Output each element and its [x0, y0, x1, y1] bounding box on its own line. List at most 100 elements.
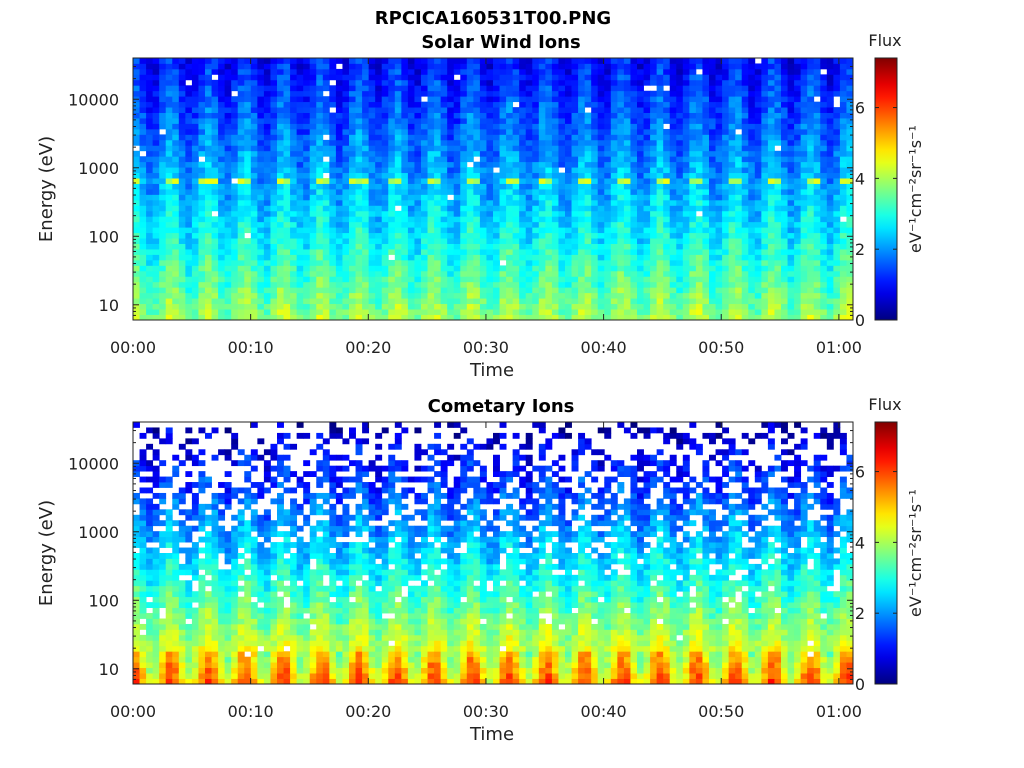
- heatmap-cell: [172, 216, 180, 223]
- heatmap-cell: [460, 172, 468, 179]
- heatmap-cell: [146, 118, 154, 124]
- heatmap-cell: [362, 118, 370, 124]
- heatmap-cell: [532, 221, 540, 228]
- heatmap-cell: [185, 265, 193, 272]
- heatmap-cell: [748, 216, 756, 223]
- heatmap-cell: [139, 178, 147, 184]
- heatmap-cell: [767, 74, 775, 81]
- heatmap-cell: [178, 123, 186, 130]
- heatmap-cell: [218, 227, 226, 234]
- heatmap-cell: [774, 118, 782, 124]
- heatmap-cell: [604, 259, 612, 266]
- heatmap-cell: [565, 68, 572, 75]
- heatmap-cell: [335, 150, 343, 157]
- heatmap-cell: [702, 281, 710, 288]
- heatmap-cell: [178, 134, 186, 141]
- heatmap-cell: [538, 128, 546, 135]
- heatmap-cell: [342, 189, 350, 195]
- heatmap-cell: [794, 298, 802, 305]
- heatmap-cell: [283, 189, 291, 195]
- heatmap-cell: [591, 145, 599, 152]
- heatmap-cell: [767, 123, 775, 130]
- heatmap-cell: [591, 292, 599, 299]
- heatmap-cell: [499, 150, 507, 157]
- heatmap-cell: [695, 287, 703, 294]
- heatmap-cell: [702, 74, 710, 81]
- heatmap-cell: [224, 101, 232, 108]
- heatmap-cell: [584, 79, 592, 86]
- heatmap-cell: [427, 216, 435, 223]
- heatmap-cell: [767, 210, 775, 217]
- heatmap-cell: [571, 238, 579, 244]
- heatmap-cell: [800, 309, 808, 315]
- heatmap-cell: [198, 298, 206, 305]
- heatmap-cell: [499, 265, 507, 272]
- heatmap-cell: [205, 58, 212, 64]
- heatmap-cell: [263, 128, 271, 135]
- heatmap-cell: [368, 210, 376, 217]
- heatmap-cell: [617, 216, 625, 223]
- heatmap-cell: [407, 281, 415, 288]
- heatmap-cell: [545, 216, 553, 223]
- heatmap-cell: [427, 303, 435, 310]
- heatmap-cell: [637, 265, 644, 272]
- heatmap-cell: [322, 249, 330, 255]
- heatmap-cell: [309, 145, 317, 152]
- heatmap-cell: [728, 227, 736, 234]
- heatmap-cell: [277, 298, 284, 305]
- heatmap-cell: [741, 221, 749, 228]
- heatmap-cell: [748, 96, 756, 103]
- heatmap-cell: [767, 205, 775, 212]
- heatmap-cell: [257, 150, 265, 157]
- heatmap-cell: [532, 68, 540, 75]
- heatmap-cell: [591, 216, 599, 223]
- heatmap-cell: [741, 276, 749, 283]
- heatmap-cell: [519, 167, 527, 174]
- heatmap-cell: [558, 249, 566, 255]
- heatmap-cell: [741, 189, 749, 195]
- heatmap-cell: [388, 101, 396, 108]
- heatmap-cell: [440, 249, 448, 255]
- heatmap-cell: [493, 259, 500, 266]
- heatmap-cell: [532, 167, 540, 174]
- heatmap-cell: [545, 58, 553, 64]
- heatmap-cell: [565, 287, 572, 294]
- heatmap-cell: [165, 199, 173, 206]
- heatmap-cell: [656, 96, 664, 103]
- heatmap-cell: [565, 85, 572, 92]
- heatmap-cell: [152, 96, 160, 103]
- heatmap-cell: [440, 287, 448, 294]
- heatmap-cell: [584, 172, 592, 179]
- heatmap-cell: [656, 167, 664, 174]
- heatmap-cell: [493, 270, 500, 277]
- heatmap-cell: [538, 161, 546, 168]
- heatmap-cell: [604, 112, 612, 119]
- heatmap-cell: [401, 172, 409, 179]
- heatmap-cell: [637, 194, 644, 201]
- heatmap-cell: [231, 128, 239, 135]
- heatmap-cell: [813, 281, 821, 288]
- heatmap-cell: [807, 281, 815, 288]
- heatmap-cell: [499, 156, 507, 163]
- heatmap-cell: [807, 276, 815, 283]
- heatmap-cell: [263, 194, 271, 201]
- heatmap-cell: [296, 221, 304, 228]
- heatmap-cell: [781, 243, 788, 250]
- heatmap-cell: [414, 232, 422, 239]
- heatmap-cell: [794, 128, 802, 135]
- heatmap-cell: [198, 172, 206, 179]
- heatmap-cell: [250, 112, 258, 119]
- heatmap-cell: [525, 167, 533, 174]
- heatmap-cell: [578, 118, 586, 124]
- heatmap-cell: [191, 172, 199, 179]
- heatmap-cell: [807, 309, 815, 315]
- heatmap-cell: [231, 287, 239, 294]
- heatmap-cell: [159, 85, 167, 92]
- heatmap-cell: [349, 156, 356, 163]
- heatmap-cell: [813, 139, 821, 146]
- heatmap-cell: [728, 194, 736, 201]
- heatmap-cell: [165, 205, 173, 212]
- heatmap-cell: [342, 210, 350, 217]
- heatmap-cell: [643, 232, 651, 239]
- heatmap-cell: [335, 118, 343, 124]
